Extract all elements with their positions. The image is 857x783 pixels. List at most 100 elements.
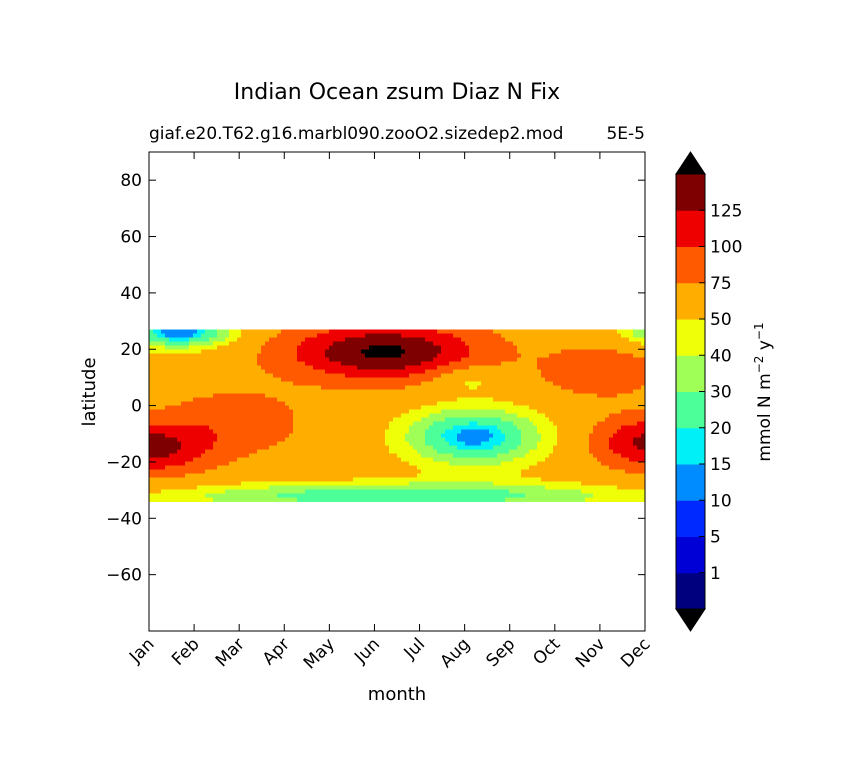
contour-cell bbox=[273, 373, 346, 379]
y-axis: 80 60 40 20 0 −20 −40 −60 bbox=[106, 171, 645, 586]
contour-cell bbox=[261, 365, 314, 371]
contour-cell bbox=[541, 373, 645, 379]
contour-cell bbox=[217, 333, 230, 339]
contour-cell bbox=[617, 393, 645, 399]
contour-cell bbox=[341, 361, 422, 367]
contour-cell bbox=[493, 445, 518, 451]
contour-cell bbox=[297, 353, 326, 359]
contour-cell bbox=[149, 433, 166, 439]
contour-cell bbox=[185, 461, 230, 467]
contour-cell bbox=[149, 457, 194, 463]
contour-cell bbox=[617, 485, 645, 491]
x-tick-label: Mar bbox=[212, 634, 249, 671]
contour-cell bbox=[557, 437, 590, 443]
contour-cell bbox=[425, 433, 442, 439]
contour-cell bbox=[545, 377, 645, 383]
contour-cell bbox=[541, 369, 645, 375]
contour-cell bbox=[537, 425, 558, 431]
contour-cell bbox=[613, 449, 645, 455]
contour-cell bbox=[385, 441, 410, 447]
chart-title: Indian Ocean zsum Diaz N Fix bbox=[234, 80, 560, 105]
contour-cell bbox=[181, 441, 214, 447]
x-tick-label: Feb bbox=[168, 634, 203, 669]
contour-cell bbox=[457, 433, 494, 439]
contour-cell bbox=[521, 437, 542, 443]
contour-cell bbox=[149, 493, 206, 499]
contour-cell bbox=[257, 357, 298, 363]
contour-cell bbox=[149, 353, 258, 359]
contour-cell bbox=[529, 417, 550, 423]
contour-cell bbox=[305, 361, 342, 367]
colorbar-tick-label: 125 bbox=[710, 201, 742, 221]
contour-cell bbox=[277, 397, 458, 403]
contour-cell bbox=[321, 385, 406, 391]
contour-cell bbox=[293, 417, 394, 423]
contour-cell bbox=[149, 453, 170, 459]
contour-cell bbox=[465, 381, 482, 387]
contour-cell bbox=[361, 349, 406, 355]
contour-cell bbox=[169, 337, 190, 343]
x-tick-label: Apr bbox=[259, 634, 294, 669]
contour-cell bbox=[165, 345, 190, 351]
colorbar-segment bbox=[676, 500, 705, 537]
contour-cell bbox=[521, 441, 538, 447]
contour-cell bbox=[405, 437, 426, 443]
contour-cell bbox=[149, 385, 322, 391]
colorbar-tick-label: 5 bbox=[710, 528, 721, 548]
contour-cell bbox=[197, 485, 270, 491]
contour-cell bbox=[213, 429, 294, 435]
contour-cell bbox=[401, 413, 430, 419]
contour-cell bbox=[521, 429, 538, 435]
contour-cell bbox=[453, 453, 498, 459]
contour-cell bbox=[529, 449, 554, 455]
contour-cell bbox=[433, 421, 470, 427]
contour-cell bbox=[545, 457, 598, 463]
contour-cell bbox=[537, 461, 602, 467]
contour-cell bbox=[149, 401, 182, 407]
contour-cell bbox=[617, 429, 645, 435]
colorbar-segment bbox=[676, 391, 705, 429]
contour-cell bbox=[149, 393, 214, 399]
contour-cell bbox=[149, 421, 294, 427]
contour-cell bbox=[629, 457, 645, 463]
contour-cell bbox=[585, 497, 645, 502]
contour-cell bbox=[177, 437, 218, 443]
contour-cell bbox=[421, 453, 454, 459]
x-tick-label: Jun bbox=[350, 634, 384, 668]
colorbar-segment bbox=[676, 427, 705, 465]
contour-cell bbox=[441, 349, 470, 355]
contour-cell bbox=[205, 493, 278, 499]
contour-cell bbox=[505, 437, 522, 443]
contour-cell bbox=[405, 385, 470, 391]
contour-cell bbox=[441, 409, 506, 415]
contour-cell bbox=[149, 425, 210, 431]
contour-cell bbox=[453, 333, 502, 339]
contour-cell bbox=[181, 445, 214, 451]
contour-cell bbox=[149, 477, 354, 483]
contour-cell bbox=[177, 449, 206, 455]
contour-cell bbox=[149, 481, 242, 487]
contour-cell bbox=[593, 425, 622, 431]
contour-cell bbox=[525, 453, 550, 459]
contour-cell bbox=[269, 485, 546, 491]
contour-cell bbox=[181, 401, 286, 407]
contour-cell bbox=[513, 401, 645, 407]
contour-cell bbox=[249, 453, 398, 459]
contour-cell bbox=[621, 333, 634, 339]
contour-cell bbox=[517, 357, 538, 363]
colorbar-extend-bottom bbox=[675, 608, 706, 632]
contour-cell bbox=[469, 349, 518, 355]
contour-cell bbox=[305, 489, 510, 495]
contour-cell bbox=[493, 481, 582, 487]
contour-cell bbox=[505, 409, 538, 415]
contour-cell bbox=[241, 333, 278, 339]
contour-cell bbox=[229, 329, 242, 335]
contour-cell bbox=[481, 441, 502, 447]
contour-cell bbox=[425, 429, 446, 435]
contour-cell bbox=[149, 465, 166, 471]
contour-cell bbox=[189, 337, 210, 343]
contour-cell bbox=[149, 489, 162, 495]
contour-cell bbox=[445, 429, 462, 435]
y-axis-label: latitude bbox=[79, 357, 100, 426]
